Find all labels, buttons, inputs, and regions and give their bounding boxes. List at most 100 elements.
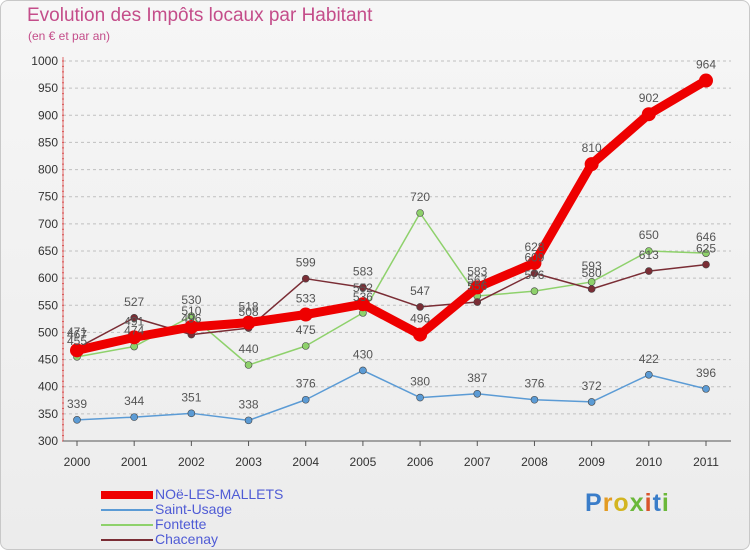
data-label-noe-les-mallets: 583: [467, 264, 487, 278]
data-label-saint-usage: 344: [124, 394, 144, 408]
legend-label-chacenay: Chacenay: [155, 531, 219, 547]
data-label-noe-les-mallets: 510: [181, 304, 201, 318]
data-point-fontette: [416, 209, 424, 217]
x-tick-label: 2002: [178, 455, 205, 469]
data-label-chacenay: 609: [524, 250, 544, 264]
data-point-saint-usage: [73, 416, 81, 424]
y-tick-label: 900: [38, 108, 58, 122]
data-label-saint-usage: 376: [296, 377, 316, 391]
legend-label-fontette: Fontette: [155, 516, 207, 532]
data-point-noe-les-mallets: [70, 343, 84, 358]
data-label-fontette: 576: [524, 268, 544, 282]
data-point-noe-les-mallets: [298, 307, 313, 322]
y-tick-label: 950: [38, 81, 58, 95]
data-label-fontette: 474: [124, 324, 144, 338]
data-label-chacenay: 556: [467, 279, 487, 293]
data-point-noe-les-mallets: [184, 320, 199, 334]
data-label-noe-les-mallets: 964: [696, 58, 716, 72]
data-point-saint-usage: [130, 413, 138, 421]
legend-swatch-noe-les-mallets: [101, 491, 153, 499]
data-label-fontette: 536: [353, 290, 373, 304]
data-point-saint-usage: [244, 416, 253, 425]
data-point-chacenay: [702, 260, 710, 269]
x-tick-label: 2006: [407, 455, 434, 469]
data-label-chacenay: 625: [696, 242, 716, 256]
data-point-chacenay: [587, 285, 596, 293]
chart-subtitle: (en € et par an): [28, 29, 111, 43]
data-label-fontette: 650: [639, 228, 659, 242]
data-point-fontette: [645, 247, 653, 255]
data-point-fontette: [187, 312, 196, 320]
data-label-saint-usage: 396: [696, 366, 716, 380]
data-point-chacenay: [473, 298, 482, 306]
data-label-noe-les-mallets: 628: [524, 240, 544, 254]
data-point-saint-usage: [587, 398, 596, 406]
data-label-noe-les-mallets: 902: [639, 91, 659, 105]
data-point-chacenay: [301, 274, 310, 283]
data-point-saint-usage: [301, 395, 310, 404]
data-label-fontette: 455: [67, 334, 87, 348]
y-tick-label: 300: [38, 434, 58, 448]
data-label-chacenay: 613: [639, 248, 659, 262]
y-tick-label: 850: [38, 135, 58, 149]
data-label-chacenay: 496: [181, 312, 201, 326]
x-tick-label: 2001: [121, 455, 148, 469]
data-label-saint-usage: 351: [181, 390, 201, 404]
series-line-saint-usage: [76, 369, 707, 422]
data-point-noe-les-mallets: [641, 107, 656, 122]
data-point-chacenay: [645, 267, 653, 275]
x-tick-label: 2005: [350, 455, 377, 469]
proxiti-logo: Proxiti: [585, 489, 670, 517]
series-line-fontette: [76, 212, 707, 366]
data-label-fontette: 593: [582, 259, 602, 273]
y-tick-label: 750: [38, 190, 58, 204]
data-label-saint-usage: 380: [410, 375, 430, 389]
data-point-noe-les-mallets: [127, 330, 142, 345]
data-label-saint-usage: 422: [639, 352, 659, 366]
data-label-saint-usage: 376: [524, 377, 544, 391]
data-label-chacenay: 547: [410, 284, 430, 298]
axis-layer: 300 350 400 450 500 550 600 650 700 750 800 850 900 9…: [31, 54, 731, 469]
x-tick-label: 2000: [64, 455, 91, 469]
series-line-chacenay: [76, 263, 707, 349]
x-tick-label: 2003: [235, 455, 262, 469]
y-tick-label: 500: [38, 325, 58, 339]
data-label-noe-les-mallets: 518: [239, 300, 259, 314]
data-point-fontette: [301, 342, 310, 350]
data-point-fontette: [702, 249, 710, 257]
data-point-noe-les-mallets: [527, 255, 542, 270]
data-point-noe-les-mallets: [584, 157, 599, 172]
data-point-chacenay: [359, 283, 367, 292]
x-tick-label: 2008: [521, 455, 548, 469]
data-point-saint-usage: [473, 389, 482, 398]
x-tick-label: 2004: [292, 455, 319, 469]
legend-label-saint-usage: Saint-Usage: [155, 501, 233, 517]
data-label-noe-les-mallets: 552: [353, 281, 373, 295]
data-point-fontette: [530, 287, 539, 295]
data-point-noe-les-mallets: [699, 73, 713, 88]
data-label-saint-usage: 338: [239, 397, 259, 411]
data-label-chacenay: 527: [124, 295, 144, 309]
data-point-saint-usage: [187, 409, 196, 418]
y-tick-label: 350: [38, 407, 58, 421]
y-tick-label: 550: [38, 298, 58, 312]
data-label-fontette: 720: [410, 190, 430, 204]
data-label-fontette: 646: [696, 230, 716, 244]
data-point-chacenay: [130, 313, 138, 322]
y-tick-label: 1000: [31, 54, 58, 68]
data-label-chacenay: 580: [582, 266, 602, 280]
y-tick-label: 600: [38, 271, 58, 285]
data-label-chacenay: 599: [296, 256, 316, 270]
data-label-noe-les-mallets: 496: [410, 312, 430, 326]
y-tick-label: 800: [38, 163, 58, 177]
data-label-chacenay: 471: [67, 325, 87, 339]
y-tick-label: 450: [38, 353, 58, 367]
data-point-saint-usage: [416, 393, 424, 402]
data-point-chacenay: [416, 303, 424, 311]
data-point-fontette: [244, 361, 253, 369]
data-label-noe-les-mallets: 467: [67, 327, 87, 341]
x-tick-label: 2009: [578, 455, 605, 469]
data-label-chacenay: 508: [239, 305, 259, 319]
